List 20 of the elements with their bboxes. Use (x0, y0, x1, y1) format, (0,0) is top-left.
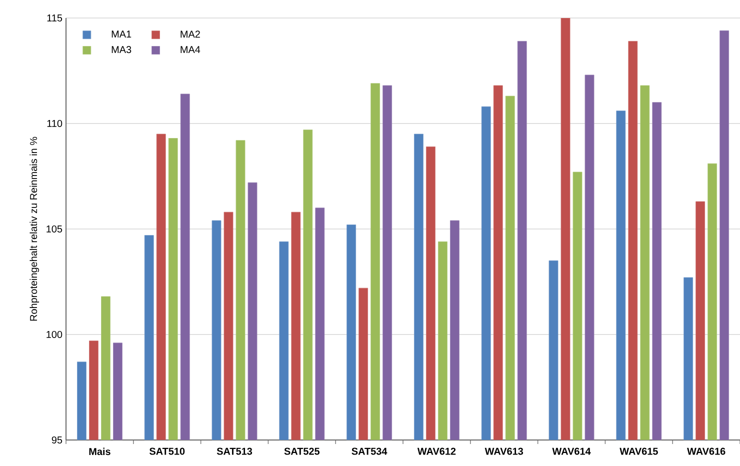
x-tick-label: SAT510 (149, 448, 185, 455)
x-tick-label: WAV616 (687, 448, 726, 455)
legend-label: MA2 (180, 30, 200, 38)
y-tick-label: 105 (46, 225, 62, 233)
x-tick-label: WAV612 (417, 448, 456, 455)
y-tick-label: 110 (47, 120, 62, 128)
x-tick-label: SAT513 (216, 448, 252, 455)
x-tick-label: SAT525 (284, 448, 320, 455)
x-tick-label: WAV614 (552, 448, 591, 455)
legend-label: MA4 (180, 46, 200, 53)
legend-label: MA1 (112, 30, 132, 38)
x-tick-label: Mais (89, 448, 110, 456)
y-tick-label: 115 (47, 14, 62, 22)
y-tick-label: 100 (46, 330, 62, 338)
legend-label: MA3 (112, 46, 132, 54)
x-tick-label: WAV615 (620, 448, 658, 455)
y-tick-label: 95 (52, 436, 62, 444)
x-tick-label: SAT534 (352, 448, 388, 455)
y-axis-title: Rohproteingehalt relativ zu Reinmais in % (30, 136, 40, 321)
x-tick-label: WAV613 (484, 448, 524, 455)
